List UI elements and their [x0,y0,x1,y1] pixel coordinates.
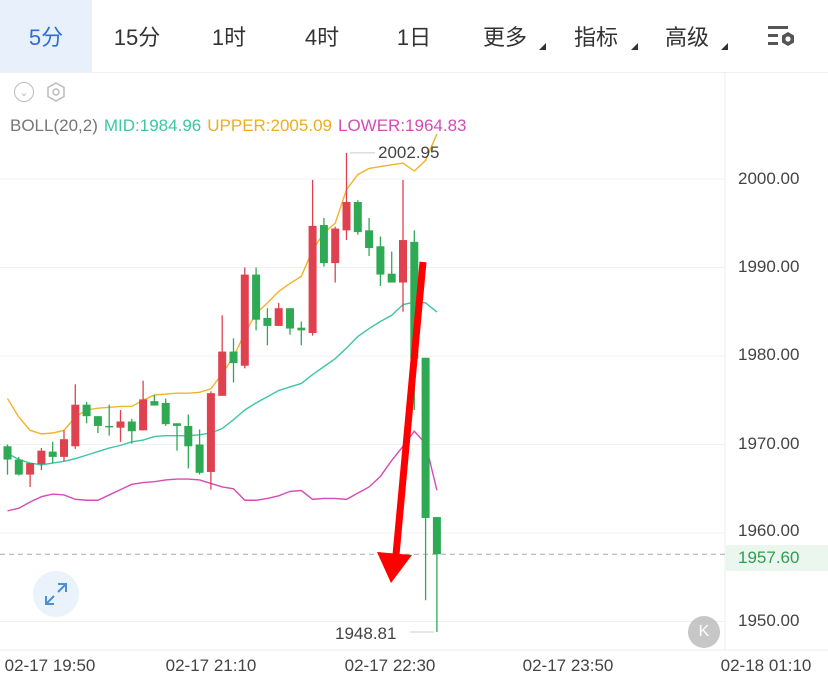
y-tick-label: 1970.00 [738,434,800,453]
candle-up [240,274,249,366]
candle-down [421,357,430,518]
y-tick-label: 1990.00 [738,257,800,276]
candle-up [331,228,340,264]
indicator-controls: ⌄ [14,82,66,102]
candle-down [184,425,193,447]
tab-advanced[interactable]: 高级 [642,0,732,72]
candle-up [139,399,148,431]
expand-arrows-icon [45,583,67,605]
candle-down [432,517,441,555]
candle-down [286,308,294,329]
chart-settings-icon[interactable] [766,22,798,50]
tab-1day[interactable]: 1日 [396,25,432,50]
dropdown-triangle-icon [631,43,638,50]
candle-up [274,308,283,326]
current-price-label: 1957.60 [726,545,828,571]
dropdown-triangle-icon [539,43,546,50]
high-price-label: 2002.95 [378,143,440,162]
candle-down [229,351,238,364]
x-tick-label: 02-17 23:50 [522,656,614,675]
candle-down [173,423,181,426]
candle-down [319,225,328,264]
dropdown-triangle-icon [721,43,728,50]
y-tick-label: 1960.00 [738,521,800,540]
tab-indicators[interactable]: 指标 [550,0,642,72]
tab-more[interactable]: 更多 [460,0,550,72]
candle-down [105,425,114,428]
candle-down [48,451,57,457]
candlestick-chart[interactable] [0,72,828,652]
candle-down [353,202,362,233]
candle-up [399,240,407,283]
legend-boll-name: BOLL(20,2) [10,116,98,135]
legend-lower: LOWER:1964.83 [337,116,467,135]
candle-down [161,402,170,425]
candle-down [297,327,306,331]
candle-up [26,463,35,475]
candle-down [195,444,204,473]
candle-down [93,416,102,426]
candle-down [410,241,419,359]
candle-down [3,446,12,460]
candle-up [71,404,80,447]
tab-15min[interactable]: 15分 [113,25,161,50]
candle-up [218,351,227,396]
tab-5min[interactable]: 5分 [0,0,92,72]
tab-1hour[interactable]: 1时 [211,25,247,50]
candle-down [14,459,23,475]
candle-up [37,450,46,464]
annotation-arrow-shaft [392,261,427,556]
candle-down [127,421,136,432]
tab-4hour[interactable]: 4时 [304,25,340,50]
x-tick-label: 02-18 01:10 [720,656,812,675]
candle-down [82,404,91,417]
y-tick-label: 1980.00 [738,345,800,364]
y-tick-label: 1950.00 [738,611,800,630]
expand-button[interactable] [33,571,79,617]
candle-down [252,274,261,320]
candle-up [342,202,351,231]
boll-mid-line [7,301,438,466]
boll-lower-line [7,430,438,512]
legend-upper: UPPER:2005.09 [207,116,332,135]
candle-up [308,225,317,333]
candle-up [60,439,68,457]
candle-up [116,421,125,428]
candle-down [365,230,374,249]
x-tick-label: 02-17 19:50 [4,656,96,675]
x-tick-label: 02-17 21:10 [165,656,257,675]
hexagon-gear-icon[interactable] [46,82,66,102]
x-tick-label: 02-17 22:30 [344,656,436,675]
low-price-label: 1948.81 [335,624,397,643]
candle-down [376,246,385,275]
chevron-down-circle-icon[interactable]: ⌄ [14,82,34,102]
candle-down [263,317,272,326]
candle-down [150,401,159,406]
timeframe-tabs: 5分 15分 1时 4时 1日 更多 指标 高级 [0,0,828,73]
k-line-button[interactable]: K [688,616,720,648]
boll-legend: BOLL(20,2) MID:1984.96 UPPER:2005.09 LOWER:… [10,116,473,136]
candle-down [387,273,396,283]
y-tick-label: 2000.00 [738,169,800,188]
legend-mid: MID:1984.96 [103,116,202,135]
candle-up [206,393,215,472]
annotation-arrow-head [377,552,412,583]
